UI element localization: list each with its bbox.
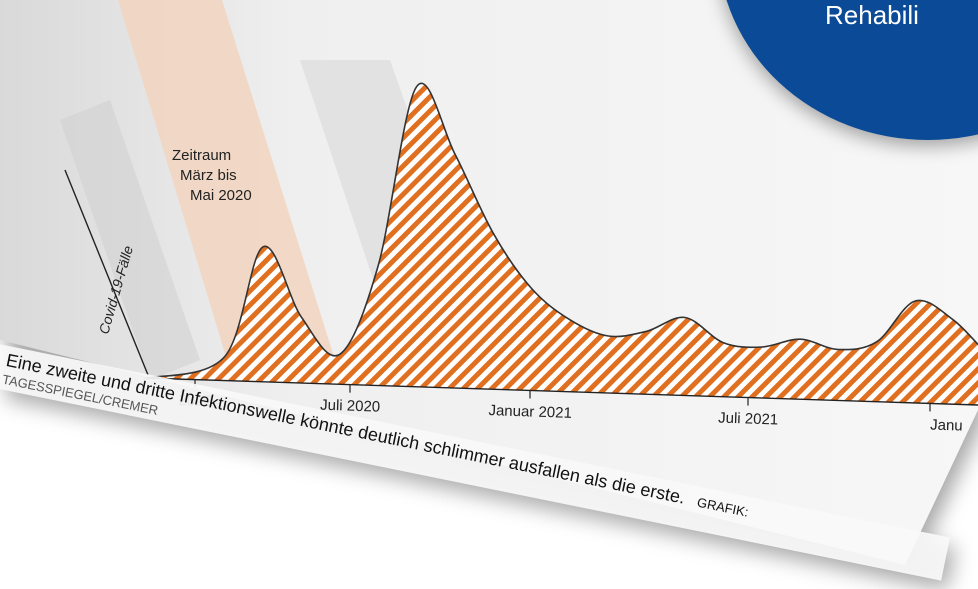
x-tick-label-3: Juli 2021: [718, 410, 779, 429]
annotation-line-2: März bis: [180, 167, 237, 184]
shade-column-left: [60, 100, 200, 380]
annotation-line-3: Mai 2020: [190, 187, 252, 204]
caption-background: [0, 342, 950, 581]
y-axis-line: [64, 169, 149, 376]
x-tick-label-4: Janu: [930, 416, 963, 434]
area-series: [147, 82, 978, 406]
x-tick-label-1: Juli 2020: [320, 397, 381, 416]
area-outline: [147, 82, 978, 379]
x-axis-line: [144, 377, 978, 406]
x-tick-label-2: Januar 2021: [488, 402, 572, 422]
badge-label: Rehabili: [825, 0, 919, 30]
annotation-line-1: Zeitraum: [172, 147, 231, 164]
area-fill: [148, 83, 978, 406]
